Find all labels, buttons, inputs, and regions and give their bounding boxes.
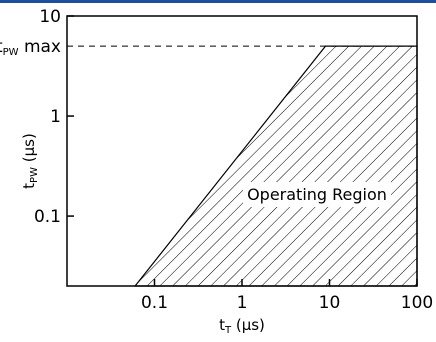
tpw-max-label-main: t [0, 37, 3, 57]
y-axis-label-rest: (µs) [20, 133, 38, 167]
y-axis-label-sub: PW [29, 167, 40, 183]
x-axis-label-rest: (µs) [231, 316, 265, 334]
tpw-max-label: tPW max [0, 37, 61, 58]
region-label: Operating Region [247, 185, 387, 204]
y-tick-label: 1 [50, 107, 61, 127]
top-accent-bar [0, 0, 436, 3]
y-axis-label-main: t [20, 183, 38, 189]
y-tick-label: 0.1 [34, 207, 61, 227]
x-axis-ticks: 0.1 1 10 100 [141, 279, 433, 313]
x-tick-label: 1 [237, 293, 248, 313]
x-tick-label: 100 [401, 293, 433, 313]
tpw-max-label-rest: max [19, 37, 61, 57]
x-axis-label-sub: T [224, 325, 232, 336]
x-tick-label: 10 [319, 293, 341, 313]
x-axis-label: tT (µs) [219, 316, 265, 336]
operating-region-area [133, 45, 418, 287]
y-axis-ticks: 0.1 1 10 [34, 7, 74, 227]
y-axis-label: tPW (µs) [20, 133, 40, 189]
tpw-max-label-sub: PW [3, 47, 19, 58]
region-label-background [243, 182, 391, 207]
y-tick-label: 10 [39, 7, 61, 27]
x-axis-label-main: t [219, 316, 225, 334]
x-tick-label: 0.1 [141, 293, 168, 313]
